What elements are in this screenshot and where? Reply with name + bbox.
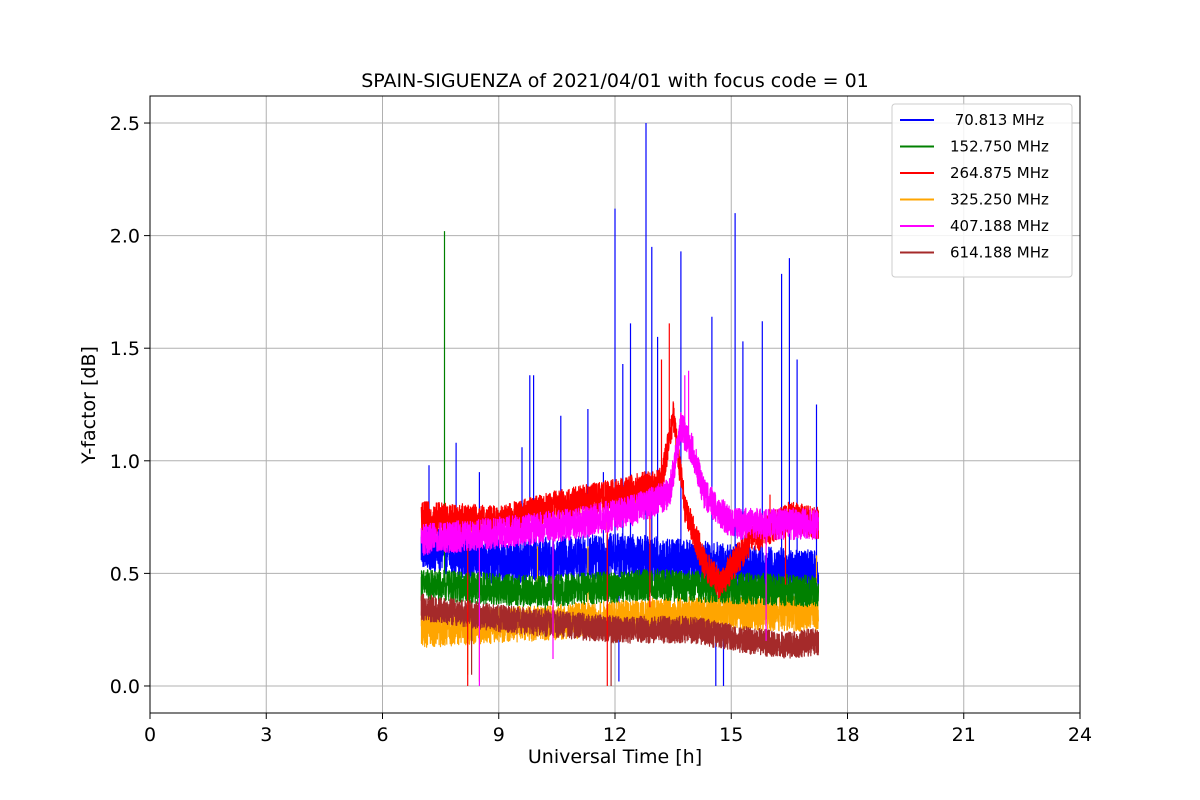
legend: 70.813 MHz 152.750 MHz 264.875 MHz 325.250 … <box>891 103 1073 278</box>
legend-entry: 407.188 MHz <box>950 217 1049 235</box>
y-tick-label: 0.5 <box>110 563 140 585</box>
ticks: 0 3 6 9 12 15 18 21 24 0.0 0.5 1.0 1.5 2.0 2.5 <box>110 113 1092 746</box>
legend-entry: 614.188 MHz <box>950 244 1049 262</box>
series-line <box>420 323 819 686</box>
x-axis-label: Universal Time [h] <box>528 746 702 768</box>
x-tick-label: 18 <box>835 724 859 746</box>
y-tick-label: 1.0 <box>110 451 140 473</box>
chart-title: SPAIN-SIGUENZA of 2021/04/01 with focus … <box>361 70 869 92</box>
legend-entry: 152.750 MHz <box>950 138 1049 156</box>
x-tick-label: 0 <box>144 724 156 746</box>
y-tick-label: 0.0 <box>110 676 140 698</box>
x-tick-label: 6 <box>376 724 388 746</box>
x-tick-label: 24 <box>1068 724 1092 746</box>
x-tick-label: 12 <box>603 724 627 746</box>
series-line <box>420 593 819 686</box>
legend-entry: 264.875 MHz <box>950 164 1049 182</box>
y-tick-label: 2.0 <box>110 226 140 248</box>
y-tick-label: 2.5 <box>110 113 140 135</box>
y-axis-label: Y-factor [dB] <box>78 346 100 465</box>
series-line <box>420 370 819 686</box>
x-tick-label: 9 <box>493 724 505 746</box>
x-tick-label: 15 <box>719 724 743 746</box>
series-layer <box>420 123 819 686</box>
x-tick-label: 21 <box>952 724 976 746</box>
x-tick-label: 3 <box>260 724 272 746</box>
series-line <box>420 231 819 641</box>
y-tick-label: 1.5 <box>110 338 140 360</box>
legend-entry: 70.813 MHz <box>950 111 1044 129</box>
legend-entry: 325.250 MHz <box>950 191 1049 209</box>
legend-box <box>891 103 1073 278</box>
